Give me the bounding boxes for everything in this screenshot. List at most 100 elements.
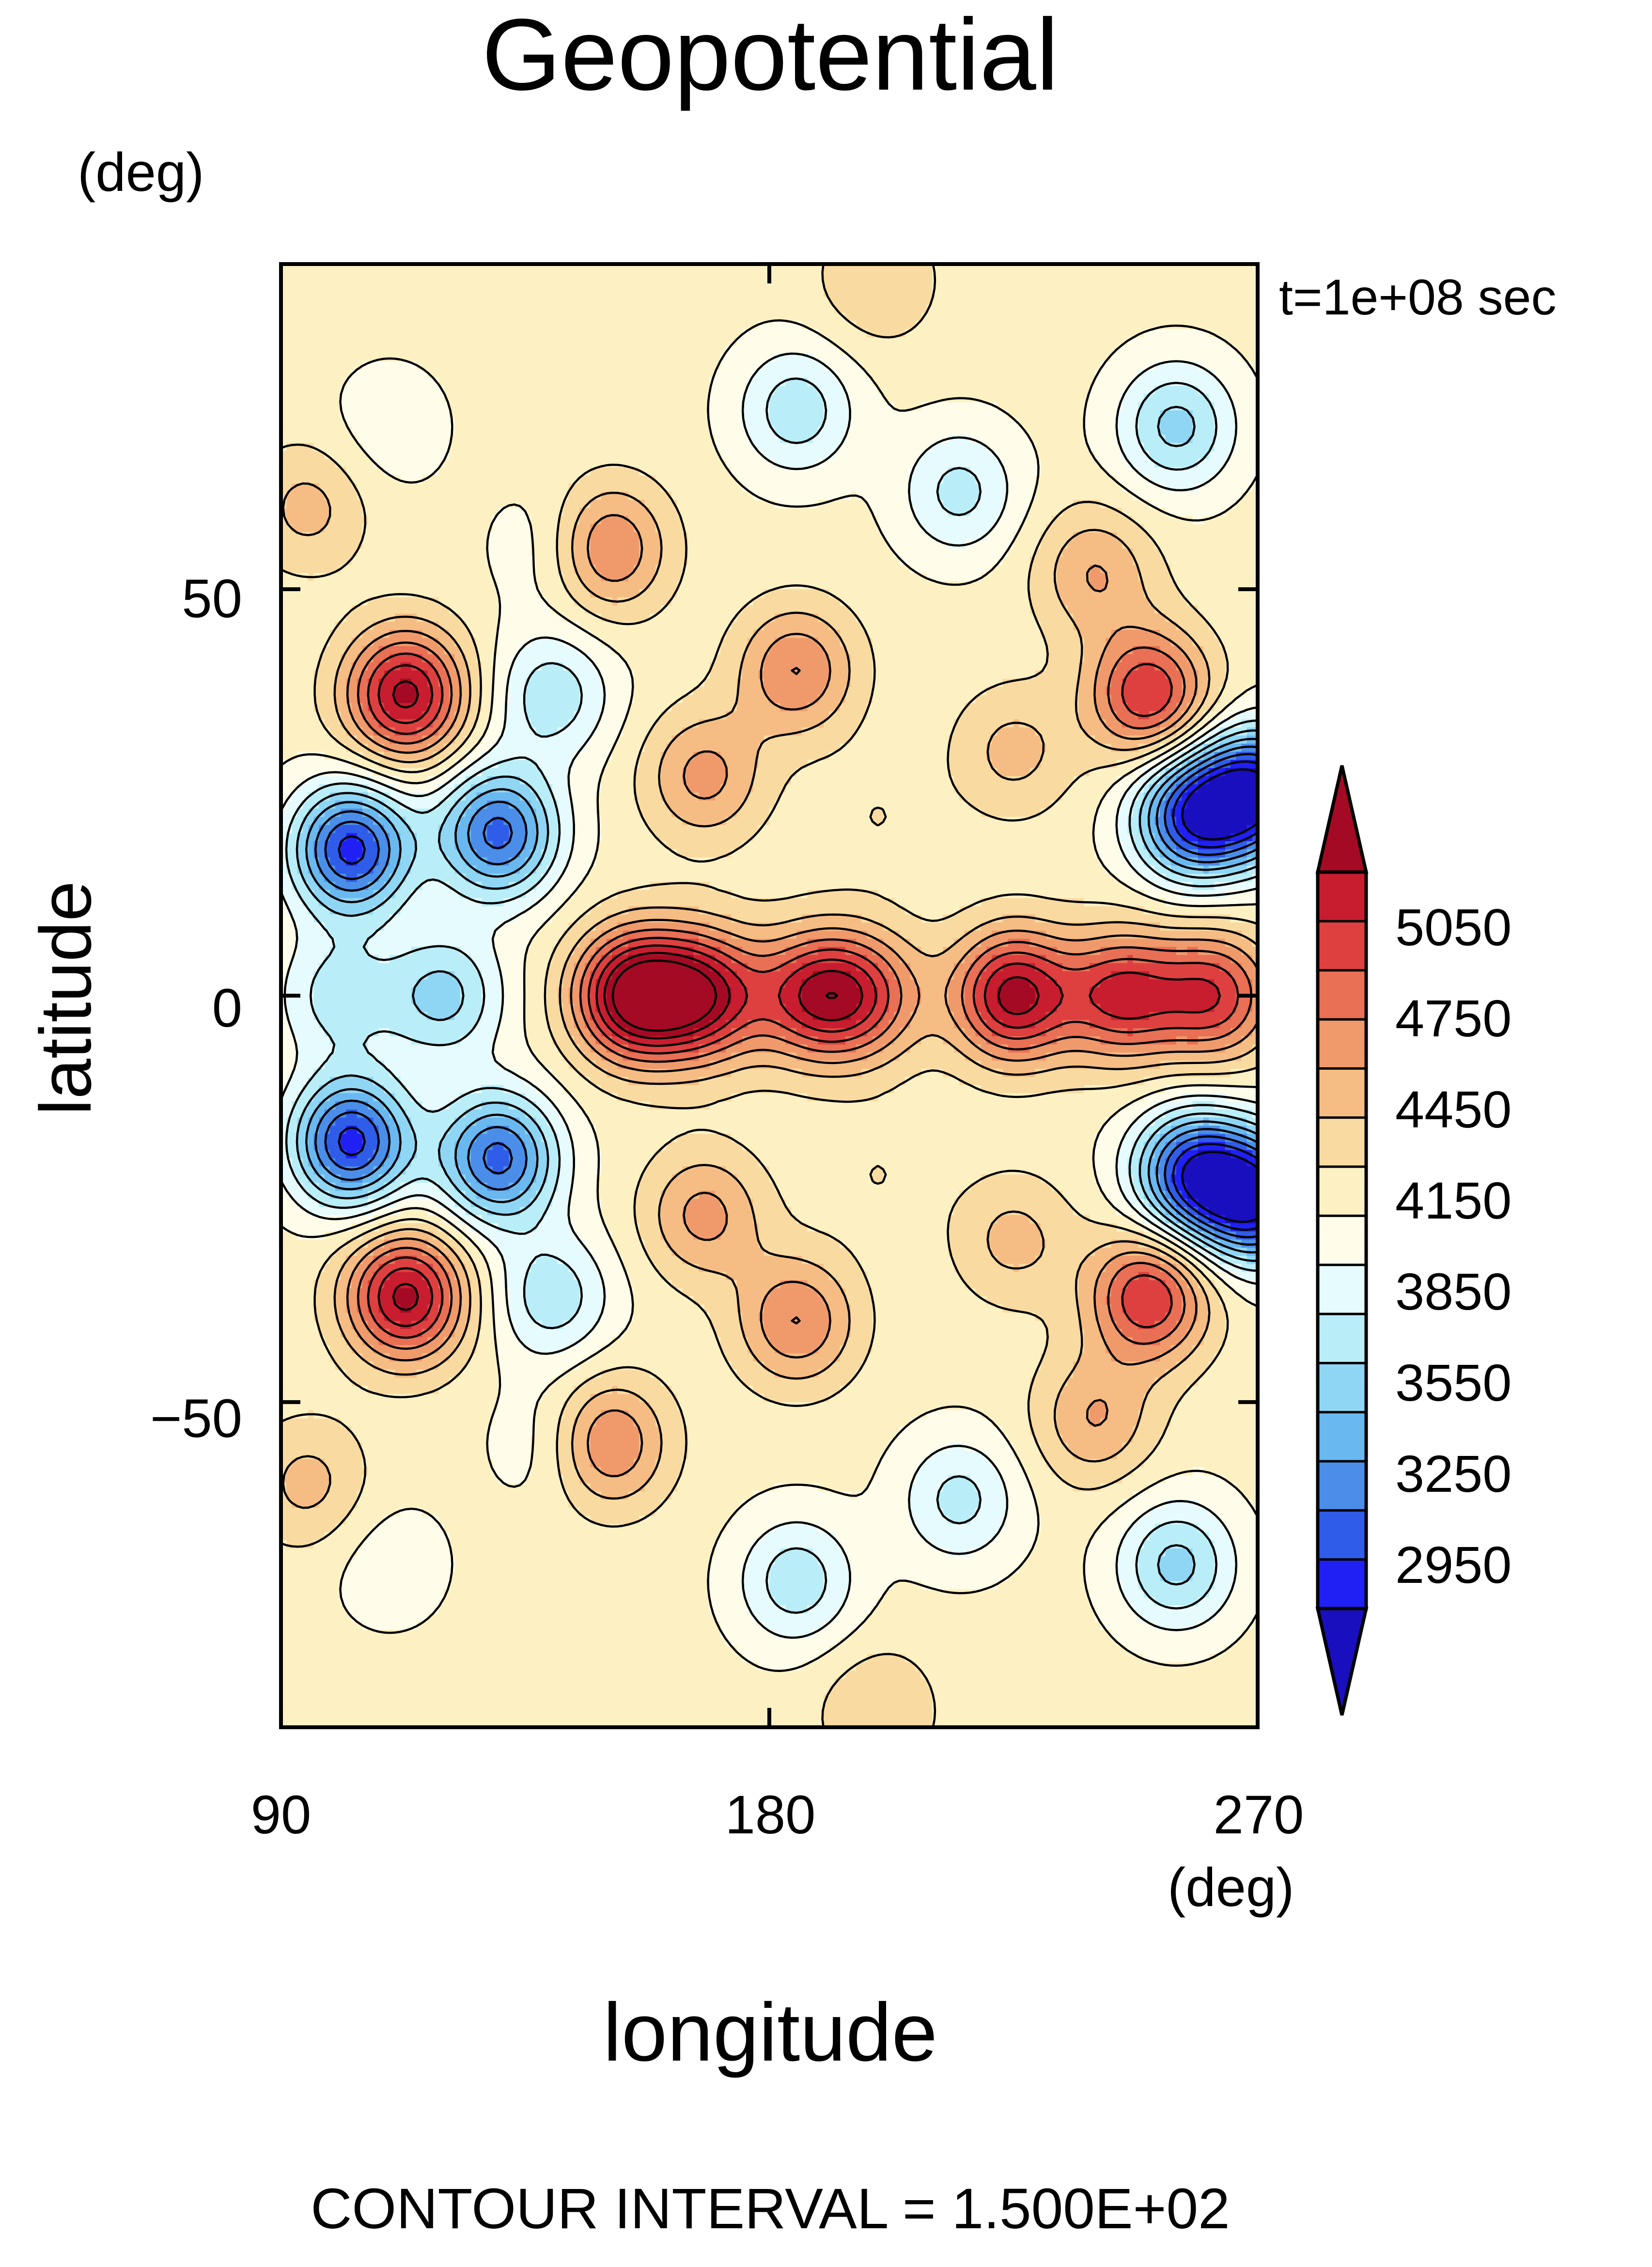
field-cell	[1247, 329, 1253, 338]
field-cell	[379, 297, 385, 305]
field-cell	[330, 370, 336, 378]
field-cell	[563, 288, 569, 297]
field-cell	[341, 272, 346, 281]
field-cell	[1024, 272, 1030, 281]
field-cell	[851, 313, 857, 322]
field-cell	[791, 272, 797, 281]
field-cell	[976, 361, 982, 370]
field-cell	[759, 329, 764, 338]
field-cell	[1057, 354, 1063, 362]
field-cell	[530, 313, 536, 322]
field-cell	[1030, 354, 1036, 362]
field-cell	[992, 272, 997, 281]
field-cell	[542, 305, 547, 313]
field-cell	[325, 321, 330, 329]
field-cell	[753, 337, 759, 346]
field-cell	[368, 288, 374, 297]
field-cell	[335, 272, 341, 281]
field-cell	[888, 305, 894, 313]
field-cell	[639, 361, 645, 370]
field-cell	[617, 281, 623, 289]
field-cell	[650, 272, 656, 281]
field-cell	[775, 345, 780, 354]
field-cell	[1176, 329, 1182, 338]
field-cell	[341, 337, 346, 346]
field-cell	[867, 361, 873, 370]
field-cell	[493, 337, 499, 346]
field-cell	[894, 321, 900, 329]
field-cell	[379, 321, 385, 329]
field-cell	[1019, 337, 1025, 346]
field-cell	[644, 313, 650, 322]
field-cell	[976, 321, 982, 329]
field-cell	[888, 354, 894, 362]
field-cell	[422, 345, 428, 354]
field-cell	[292, 329, 297, 338]
field-cell	[986, 313, 992, 322]
field-cell	[981, 337, 987, 346]
field-cell	[601, 321, 607, 329]
field-cell	[1100, 297, 1106, 305]
field-cell	[628, 354, 634, 362]
field-cell	[498, 337, 504, 346]
field-cell	[1176, 272, 1182, 281]
field-cell	[417, 345, 422, 354]
field-cell	[829, 321, 835, 329]
field-cell	[335, 354, 341, 362]
field-cell	[536, 321, 542, 329]
field-cell	[671, 337, 677, 346]
field-cell	[379, 354, 385, 362]
field-cell	[1003, 321, 1009, 329]
field-cell	[759, 288, 764, 297]
field-cell	[981, 321, 987, 329]
field-cell	[427, 337, 433, 346]
field-cell	[487, 305, 493, 313]
field-cell	[720, 281, 726, 289]
field-cell	[1062, 313, 1068, 322]
field-cell	[1084, 337, 1090, 346]
field-cell	[726, 321, 732, 329]
field-cell	[313, 305, 319, 313]
field-cell	[1117, 313, 1122, 322]
field-cell	[905, 361, 911, 370]
field-cell	[1236, 321, 1242, 329]
field-cell	[671, 321, 677, 329]
field-cell	[1035, 272, 1041, 281]
field-cell	[677, 370, 683, 378]
field-cell	[476, 354, 482, 362]
field-cell	[1154, 329, 1160, 338]
field-cell	[986, 281, 992, 289]
field-cell	[438, 345, 444, 354]
field-cell	[1024, 281, 1030, 289]
field-cell	[460, 313, 466, 322]
field-cell	[661, 297, 667, 305]
field-cell	[1030, 313, 1036, 322]
field-cell	[466, 281, 471, 289]
field-cell	[796, 370, 802, 378]
field-cell	[411, 337, 417, 346]
field-cell	[704, 345, 710, 354]
field-cell	[655, 272, 661, 281]
field-cell	[449, 370, 455, 378]
field-cell	[1133, 281, 1138, 289]
field-cell	[655, 313, 661, 322]
field-cell	[856, 313, 862, 322]
field-cell	[644, 361, 650, 370]
field-cell	[699, 354, 704, 362]
field-cell	[514, 281, 520, 289]
field-cell	[791, 305, 797, 313]
field-cell	[487, 345, 493, 354]
field-cell	[921, 337, 927, 346]
field-cell	[313, 272, 319, 281]
field-cell	[824, 305, 829, 313]
field-cell	[780, 281, 786, 289]
field-cell	[536, 272, 542, 281]
field-cell	[997, 345, 1003, 354]
field-cell	[466, 361, 471, 370]
field-cell	[1214, 281, 1220, 289]
field-cell	[286, 329, 292, 338]
field-cell	[1176, 313, 1182, 322]
field-cell	[525, 345, 531, 354]
field-cell	[949, 321, 954, 329]
field-cell	[986, 321, 992, 329]
